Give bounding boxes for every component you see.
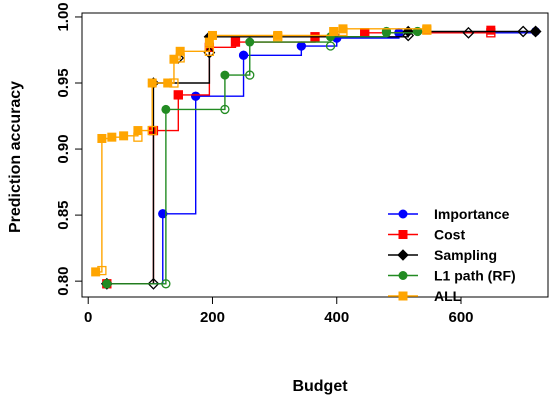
y-tick-label: 0.85 [55,201,72,230]
series-line [95,28,427,273]
series-l1-path-rf [102,26,423,289]
x-axis-label: Budget [292,378,348,395]
data-point-open [325,41,336,51]
data-point-open [462,26,475,39]
legend-marker [397,249,409,261]
legend-marker [398,291,408,301]
data-point [486,25,496,35]
data-point [119,131,129,141]
series-line [106,30,536,285]
data-point [173,90,183,100]
legend: Importance Cost Sampling L1 path (RF) ALL [388,206,516,304]
data-point [207,30,217,40]
x-tick-label: 0 [84,309,92,326]
data-point [360,28,370,38]
data-point [230,37,240,47]
y-tick-label: 0.95 [55,68,72,97]
data-point [107,132,117,142]
data-point-open [161,279,171,289]
series-line [106,30,492,285]
legend-item-cost: Cost [388,227,465,243]
data-point-open [220,104,230,115]
x-tick-label: 400 [324,309,349,326]
data-point [169,54,179,64]
data-point [239,50,249,60]
data-point [329,26,339,36]
data-point [133,126,143,136]
x-tick-label: 200 [200,309,225,326]
y-tick-label: 1.00 [55,2,72,31]
legend-item-importance: Importance [388,206,510,222]
data-point [245,37,255,47]
legend-marker [398,209,408,219]
data-point-open [245,70,255,80]
legend-item-l1-path-rf: L1 path (RF) [388,268,516,284]
data-point [422,24,432,34]
data-point [220,70,230,80]
legend-label: ALL [434,288,462,304]
series-line [106,31,537,285]
data-point-open [147,125,157,136]
data-point [161,104,171,114]
data-point [175,46,185,56]
data-point [191,91,201,101]
y-tick-label: 0.80 [55,267,72,296]
data-point [102,279,112,289]
legend-label: Cost [434,227,465,243]
legend-item-sampling: Sampling [388,247,497,263]
legend-label: Importance [434,206,510,222]
legend-item-all: ALL [388,288,462,304]
data-point [158,209,168,219]
data-point [338,24,348,34]
series-group [91,24,542,290]
legend-label: Sampling [434,247,497,263]
data-point-open [517,25,530,38]
data-point [91,267,101,277]
data-point [402,25,414,38]
y-tick-label: 0.90 [55,134,72,163]
legend-marker [398,230,408,239]
data-point [147,78,157,88]
data-point-open [204,46,215,56]
data-point [97,133,107,143]
data-point-open [147,277,160,290]
data-point [273,30,283,40]
y-axis-label: Prediction accuracy [7,81,24,233]
legend-marker [398,271,408,280]
data-point [529,25,542,38]
data-point [296,41,306,51]
legend-label: L1 path (RF) [434,268,516,284]
series-all [91,24,432,277]
x-tick-label: 600 [448,309,473,326]
data-point [163,78,173,88]
data-point [381,28,391,38]
axes-group: 0 200 400 600 0.80 0.85 0.90 0.95 1.00 [55,2,549,326]
